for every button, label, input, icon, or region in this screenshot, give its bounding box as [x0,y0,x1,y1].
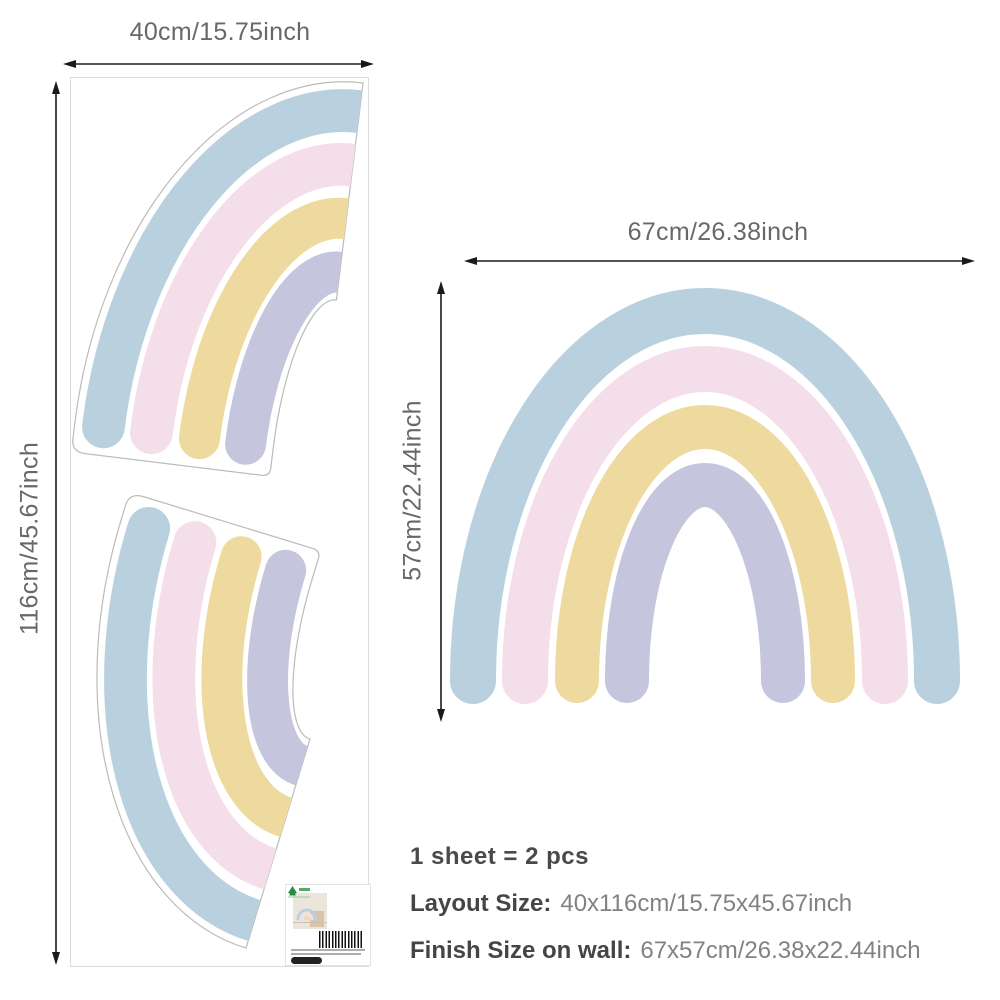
sheet-width-label: 40cm/15.75inch [129,18,311,46]
barcode-icon [319,931,363,948]
sheet-piece-top [72,78,368,508]
arrowhead-up-icon [52,81,60,94]
sheet-piece-bottom [71,495,368,966]
arrowhead-left-icon [464,257,477,265]
arrowhead-right-icon [962,257,975,265]
product-label [285,884,371,966]
product-thumbnail [293,893,327,929]
arrowhead-up-icon [437,281,445,294]
brand-logo-icon [288,886,310,898]
sticker-sheet [70,77,371,967]
arrowhead-right-icon [361,60,374,68]
layout-size-value: 40x116cm/15.75x45.67inch [560,890,853,917]
thumbnail-floor-line [293,922,327,923]
arrowhead-left-icon [63,60,76,68]
finish-size-label: Finish Size on wall: [410,937,632,964]
arrowhead-down-icon [52,952,60,965]
finish-size-text: Finish Size on wall: 67x57cm/26.38x22.44i… [410,937,921,965]
wall-height-arrow [437,281,445,722]
label-fineprint-line [291,949,365,951]
sheet-height-arrow [52,81,60,965]
layout-size-label: Layout Size: [410,890,552,917]
label-code-pill [291,957,322,964]
sheet-pieces-canvas [71,78,368,966]
layout-size-text: Layout Size: 40x116cm/15.75x45.67inch [410,890,852,918]
thumbnail-mini-rainbow [296,908,318,921]
sheet-pieces-text: 1 sheet = 2 pcs [410,843,589,870]
label-fineprint-line [291,952,361,955]
arrowhead-down-icon [437,709,445,722]
sheet-width-arrow [63,60,374,68]
finish-size-value: 67x57cm/26.38x22.44inch [640,937,921,964]
wall-width-label: 67cm/26.38inch [627,218,809,246]
wall-width-arrow [464,257,975,265]
